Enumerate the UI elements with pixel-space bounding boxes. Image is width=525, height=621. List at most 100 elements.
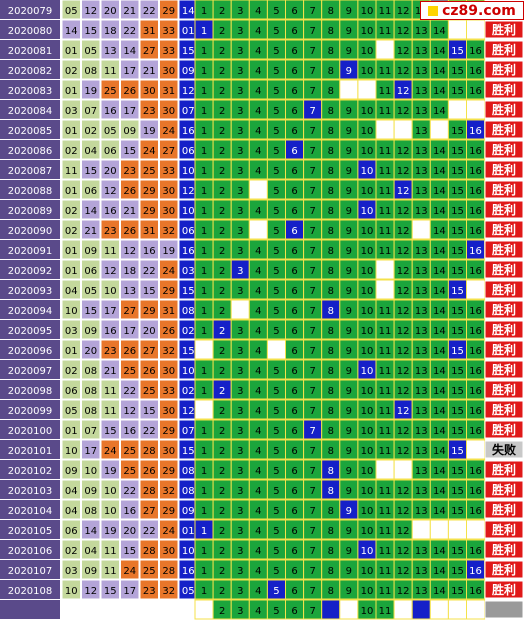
distribution-empty-cell	[466, 519, 486, 540]
red-ball-label: 09	[84, 326, 97, 337]
distribution-label: 2	[219, 386, 225, 397]
blue-ball-label: 03	[182, 266, 195, 277]
red-ball-cell	[100, 339, 120, 360]
result-label: 胜利	[492, 422, 516, 437]
red-ball-cell	[139, 259, 159, 280]
distribution-label: 12	[397, 326, 410, 337]
distribution-label: 4	[255, 486, 261, 497]
red-ball-label: 19	[104, 466, 117, 477]
distribution-label: 8	[328, 266, 334, 277]
red-ball-label: 15	[143, 286, 156, 297]
distribution-label: 12	[397, 526, 410, 537]
distribution-label: 3	[237, 606, 243, 617]
red-ball-cell	[100, 99, 120, 120]
result-cell	[484, 500, 524, 519]
distribution-label: 5	[273, 366, 279, 377]
distribution-label: 8	[328, 206, 334, 217]
red-ball-label: 29	[143, 206, 156, 217]
distribution-label: 3	[237, 586, 243, 597]
red-ball-cell	[100, 399, 120, 420]
red-ball-cell	[159, 459, 179, 480]
red-ball-label: 10	[65, 306, 78, 317]
result-label: 胜利	[492, 342, 516, 357]
red-ball-cell	[120, 359, 140, 380]
red-ball-cell	[61, 159, 81, 180]
distribution-label: 15	[451, 246, 464, 257]
result-label: 胜利	[492, 502, 516, 517]
red-ball-cell	[100, 299, 120, 320]
red-ball-label: 26	[123, 86, 136, 97]
red-ball-label: 31	[162, 306, 175, 317]
red-ball-cell	[61, 599, 81, 620]
distribution-label: 6	[291, 406, 297, 417]
issue-label: 2020099	[8, 406, 53, 417]
distribution-label: 7	[309, 446, 315, 457]
distribution-label: 14	[433, 86, 446, 97]
blue-ball-label: 08	[182, 466, 195, 477]
distribution-label: 10	[361, 406, 374, 417]
distribution-label: 14	[433, 486, 446, 497]
red-ball-cell	[159, 39, 179, 60]
red-ball-label: 27	[162, 146, 175, 157]
red-ball-cell	[100, 119, 120, 140]
red-ball-cell	[81, 179, 101, 200]
issue-label: 2020108	[8, 586, 53, 597]
distribution-empty-cell	[248, 179, 268, 200]
result-cell	[484, 100, 524, 119]
distribution-label: 1	[201, 86, 207, 97]
red-ball-cell	[159, 479, 179, 500]
distribution-label: 1	[201, 6, 207, 17]
red-ball-cell	[120, 59, 140, 80]
red-ball-label: 29	[162, 426, 175, 437]
red-ball-label: 28	[143, 446, 156, 457]
red-ball-label: 18	[104, 26, 117, 37]
distribution-label: 1	[201, 206, 207, 217]
red-ball-label: 31	[143, 26, 156, 37]
red-ball-cell	[100, 479, 120, 500]
distribution-label: 14	[433, 26, 446, 37]
red-ball-label: 26	[162, 326, 175, 337]
red-ball-label: 02	[65, 146, 78, 157]
red-ball-label: 11	[104, 66, 117, 77]
red-ball-cell	[120, 599, 140, 620]
distribution-label: 13	[415, 366, 428, 377]
red-ball-label: 27	[143, 46, 156, 57]
result-label: 胜利	[492, 122, 516, 137]
distribution-label: 13	[415, 346, 428, 357]
distribution-label: 5	[273, 246, 279, 257]
distribution-label: 7	[309, 566, 315, 577]
red-ball-cell	[159, 279, 179, 300]
red-ball-label: 33	[162, 46, 175, 57]
distribution-label: 1	[201, 46, 207, 57]
distribution-label: 10	[361, 206, 374, 217]
red-ball-label: 24	[104, 446, 117, 457]
red-ball-cell	[139, 19, 159, 40]
result-label: 胜利	[492, 262, 516, 277]
distribution-label: 13	[415, 506, 428, 517]
red-ball-cell	[120, 99, 140, 120]
distribution-label: 15	[451, 266, 464, 277]
red-ball-label: 23	[104, 346, 117, 357]
red-ball-cell	[139, 399, 159, 420]
red-ball-cell	[81, 459, 101, 480]
distribution-label: 10	[361, 506, 374, 517]
distribution-label: 9	[346, 526, 352, 537]
red-ball-cell	[159, 299, 179, 320]
distribution-label: 4	[255, 86, 261, 97]
result-label: 胜利	[492, 242, 516, 257]
distribution-label: 2	[219, 506, 225, 517]
red-ball-label: 02	[65, 226, 78, 237]
distribution-label: 6	[291, 526, 297, 537]
red-ball-cell	[61, 459, 81, 480]
result-label: 胜利	[492, 302, 516, 317]
distribution-label: 11	[379, 406, 392, 417]
distribution-label: 9	[346, 506, 352, 517]
distribution-label: 11	[379, 586, 392, 597]
red-ball-label: 10	[104, 486, 117, 497]
red-ball-label: 01	[65, 346, 78, 357]
red-ball-cell	[61, 419, 81, 440]
distribution-label: 14	[433, 206, 446, 217]
distribution-label: 5	[273, 606, 279, 617]
distribution-empty-cell	[411, 519, 431, 540]
issue-cell	[0, 80, 60, 99]
